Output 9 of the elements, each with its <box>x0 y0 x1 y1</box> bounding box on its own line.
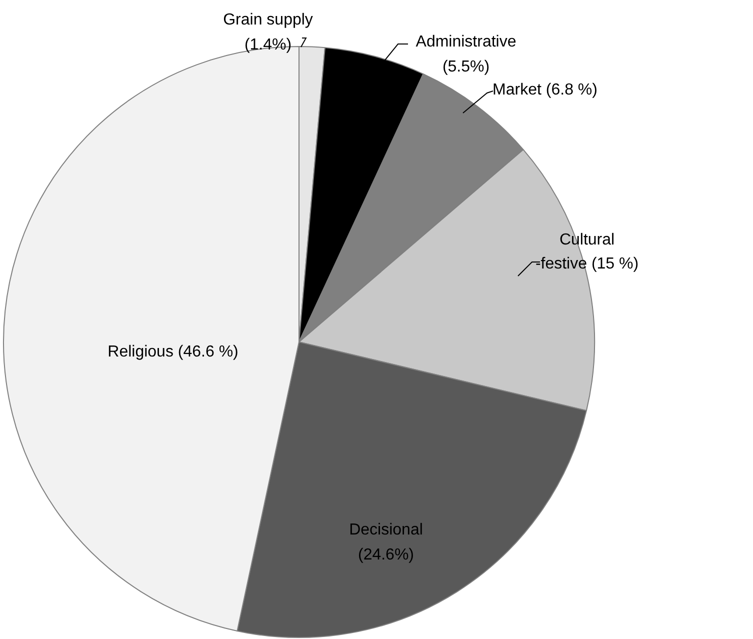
data-label: (5.5%) <box>442 58 490 76</box>
data-label: (1.4%) <box>244 36 292 54</box>
slice-label: Decisional <box>349 521 423 538</box>
data-label: (24.6%) <box>358 546 414 564</box>
slice-label: Cultural -festive (15 %) <box>535 231 639 272</box>
slice-label: Administrative <box>416 33 516 50</box>
slice-label: Religious (46.6 %) <box>108 343 238 360</box>
slice-label: Market (6.8 %) <box>492 81 598 98</box>
slice-label: Grain supply <box>223 11 313 28</box>
